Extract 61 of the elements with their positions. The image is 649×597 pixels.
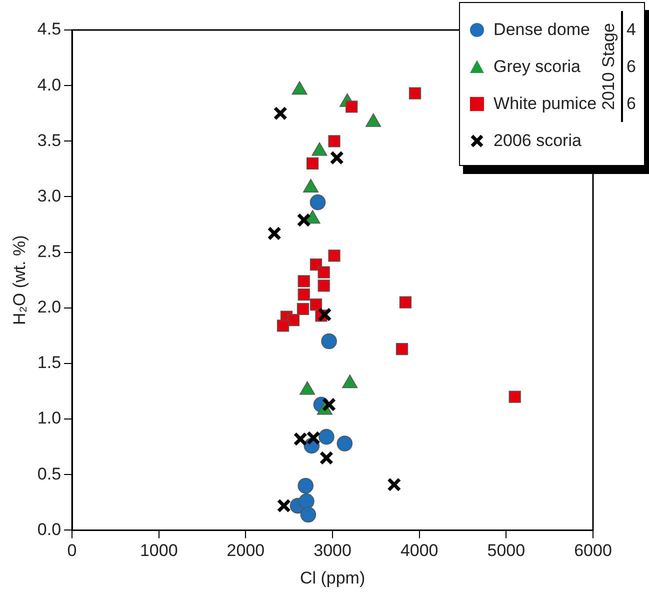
y-tick-label: 0.0 bbox=[37, 520, 62, 539]
legend-label: 2006 scoria bbox=[494, 130, 582, 150]
point bbox=[319, 450, 334, 465]
point bbox=[296, 302, 310, 316]
point bbox=[321, 333, 337, 350]
legend-label: White pumice bbox=[494, 94, 597, 114]
point bbox=[293, 432, 308, 446]
point bbox=[328, 135, 340, 148]
point bbox=[298, 275, 310, 288]
point bbox=[310, 194, 326, 210]
text: 6 bbox=[626, 92, 636, 114]
point bbox=[287, 314, 300, 326]
point bbox=[318, 266, 330, 278]
point bbox=[336, 436, 353, 452]
x-tick-label: 3000 bbox=[314, 541, 352, 560]
point bbox=[387, 478, 402, 492]
point bbox=[318, 428, 334, 445]
text: 6 bbox=[626, 56, 636, 78]
point bbox=[298, 478, 314, 494]
point bbox=[318, 280, 330, 292]
point bbox=[318, 308, 332, 322]
point bbox=[508, 390, 521, 403]
point bbox=[396, 342, 408, 356]
point bbox=[298, 493, 314, 510]
point bbox=[298, 288, 310, 301]
y-tick-label: 1.5 bbox=[37, 353, 62, 372]
x-tick-label: 1000 bbox=[140, 541, 178, 560]
legend-label: Grey scoria bbox=[494, 56, 580, 76]
y-tick-label: 0.5 bbox=[37, 464, 62, 484]
point bbox=[310, 298, 322, 311]
y-tick-label: 4.0 bbox=[37, 75, 62, 94]
point bbox=[267, 226, 282, 240]
text: 4 bbox=[626, 18, 636, 40]
y-tick-label: 3.5 bbox=[37, 130, 62, 150]
point bbox=[408, 87, 422, 100]
y-axis-title: H₂O (wt. %) bbox=[10, 235, 29, 325]
point bbox=[296, 213, 311, 228]
x-tick-label: 4000 bbox=[400, 541, 438, 560]
point bbox=[330, 150, 344, 165]
x-axis-title: Cl (ppm) bbox=[300, 568, 366, 588]
y-tick-label: 2.5 bbox=[37, 242, 62, 261]
point bbox=[328, 250, 340, 262]
point bbox=[306, 157, 319, 170]
point bbox=[273, 106, 288, 120]
y-tick-label: 4.5 bbox=[37, 20, 62, 39]
point bbox=[300, 506, 316, 523]
x-tick-label: 6000 bbox=[574, 541, 612, 560]
x-tick-label: 2000 bbox=[226, 541, 265, 560]
point bbox=[346, 100, 358, 113]
legend-title: 2010 Stage bbox=[598, 22, 619, 112]
y-tick-label: 1.0 bbox=[37, 408, 62, 428]
point bbox=[322, 398, 336, 412]
x-tick-label: 5000 bbox=[487, 541, 526, 560]
point bbox=[399, 296, 412, 308]
point bbox=[276, 498, 291, 513]
x-tick-label: 0 bbox=[67, 541, 77, 560]
point bbox=[306, 430, 320, 445]
point bbox=[276, 320, 290, 332]
y-tick-label: 2.0 bbox=[37, 298, 62, 317]
y-tick-label: 3.0 bbox=[37, 186, 62, 206]
legend-label: Dense dome bbox=[494, 20, 590, 40]
